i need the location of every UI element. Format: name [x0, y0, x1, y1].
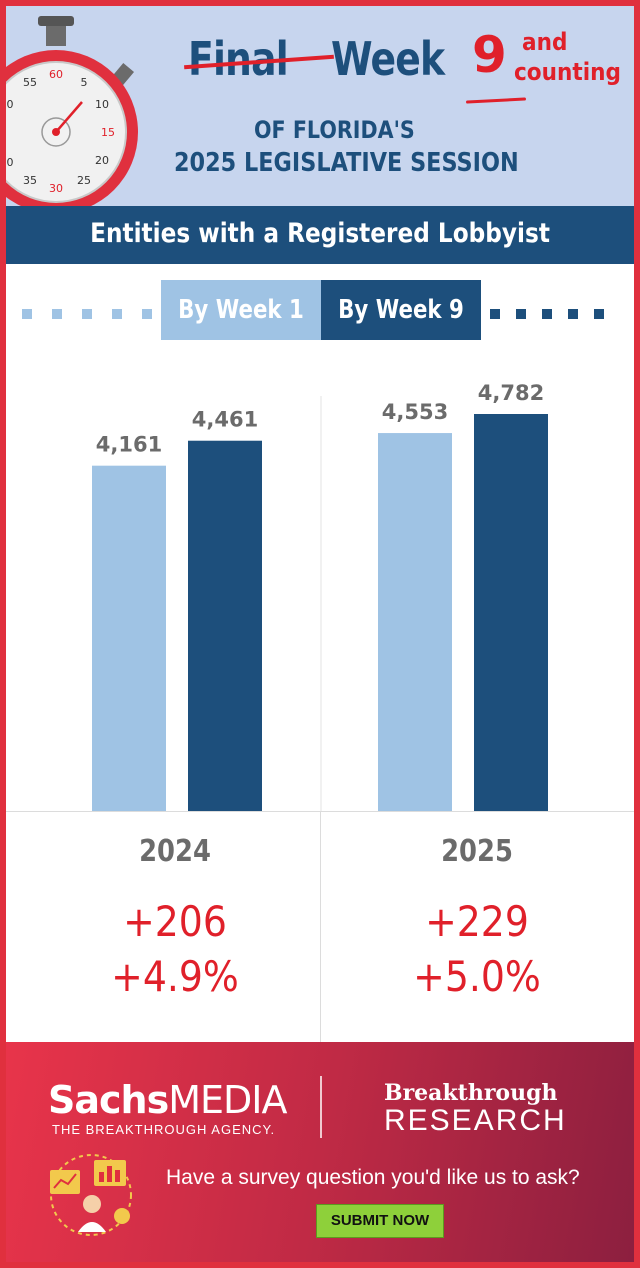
bar-value-label: 4,161	[96, 433, 162, 457]
stat-percent: +4.9%	[111, 952, 239, 1001]
bar-value-label: 4,553	[382, 400, 448, 424]
stat-percent: +5.0%	[413, 952, 541, 1001]
sachs-media-logo: SachsMEDIA	[48, 1078, 287, 1122]
stat-column-2025: 2025 +229 +5.0%	[322, 812, 632, 1042]
legend-dotted-line-left	[22, 309, 162, 319]
stopwatch-num: 20	[95, 154, 109, 167]
number-underline	[465, 97, 527, 104]
header: 60 5 10 15 20 25 30 35 55 0 0 Final Week…	[6, 6, 634, 214]
title-counting: counting	[514, 58, 621, 86]
stopwatch-num: 35	[23, 174, 37, 187]
survey-illustration-icon	[50, 1154, 132, 1236]
stopwatch-num: 10	[95, 98, 109, 111]
stopwatch-num: 0	[7, 98, 14, 111]
logo-divider	[320, 1076, 322, 1138]
stats-panel: 2024 +206 +4.9% 2025 +229 +5.0%	[6, 812, 634, 1042]
stat-year: 2024	[139, 834, 211, 869]
stopwatch-num: 30	[49, 182, 63, 195]
logo-tagline: THE BREAKTHROUGH AGENCY.	[52, 1122, 276, 1137]
stat-divider	[320, 812, 321, 1042]
bar-2025-week-1	[378, 433, 452, 812]
footer: SachsMEDIA THE BREAKTHROUGH AGENCY. Brea…	[6, 1042, 634, 1262]
chart-title: Entities with a Registered Lobbyist	[90, 218, 550, 249]
title-and: and	[522, 28, 568, 56]
logo-bold: Sachs	[48, 1078, 169, 1122]
title-week-number: 9	[472, 26, 507, 84]
partner-logo-line-1: Breakthrough	[384, 1080, 558, 1106]
title-week-word: Week	[331, 32, 445, 86]
stat-column-2024: 2024 +206 +4.9%	[20, 812, 330, 1042]
stopwatch-icon: 60 5 10 15 20 25 30 35 55 0 0	[6, 16, 138, 214]
bar-2025-week-9	[474, 414, 548, 812]
stopwatch-num: 60	[49, 68, 63, 81]
subtitle-line-2: 2025 LEGISLATIVE SESSION	[174, 148, 519, 178]
stat-year: 2025	[441, 834, 513, 869]
legend-label: By Week 1	[178, 295, 304, 325]
stopwatch-num: 25	[77, 174, 91, 187]
legend-dotted-line-right	[490, 309, 620, 319]
legend-label: By Week 9	[338, 295, 464, 325]
bar-value-label: 4,782	[478, 381, 544, 405]
stopwatch-num: 0	[7, 156, 14, 169]
partner-logo-line-2: RESEARCH	[384, 1104, 567, 1137]
bar-value-label: 4,461	[192, 408, 258, 432]
stopwatch-num: 55	[23, 76, 37, 89]
subtitle-line-1: OF FLORIDA'S	[254, 116, 415, 144]
bar-2024-week-9	[188, 440, 262, 812]
stat-difference: +229	[425, 897, 529, 946]
bar-chart: 4,161 4,461 4,553 4,782	[6, 381, 634, 812]
survey-question-text: Have a survey question you'd like us to …	[166, 1166, 580, 1189]
logo-light: MEDIA	[168, 1078, 287, 1122]
chart-title-banner: Entities with a Registered Lobbyist	[6, 206, 634, 264]
stopwatch-num: 5	[81, 76, 88, 89]
legend-entry-week-1: By Week 1	[161, 280, 321, 340]
submit-now-button[interactable]: SUBMIT NOW	[316, 1204, 444, 1238]
stopwatch-num: 15	[101, 126, 115, 139]
bar-2024-week-1	[92, 465, 166, 812]
stat-difference: +206	[123, 897, 227, 946]
legend-entry-week-9: By Week 9	[321, 280, 481, 340]
